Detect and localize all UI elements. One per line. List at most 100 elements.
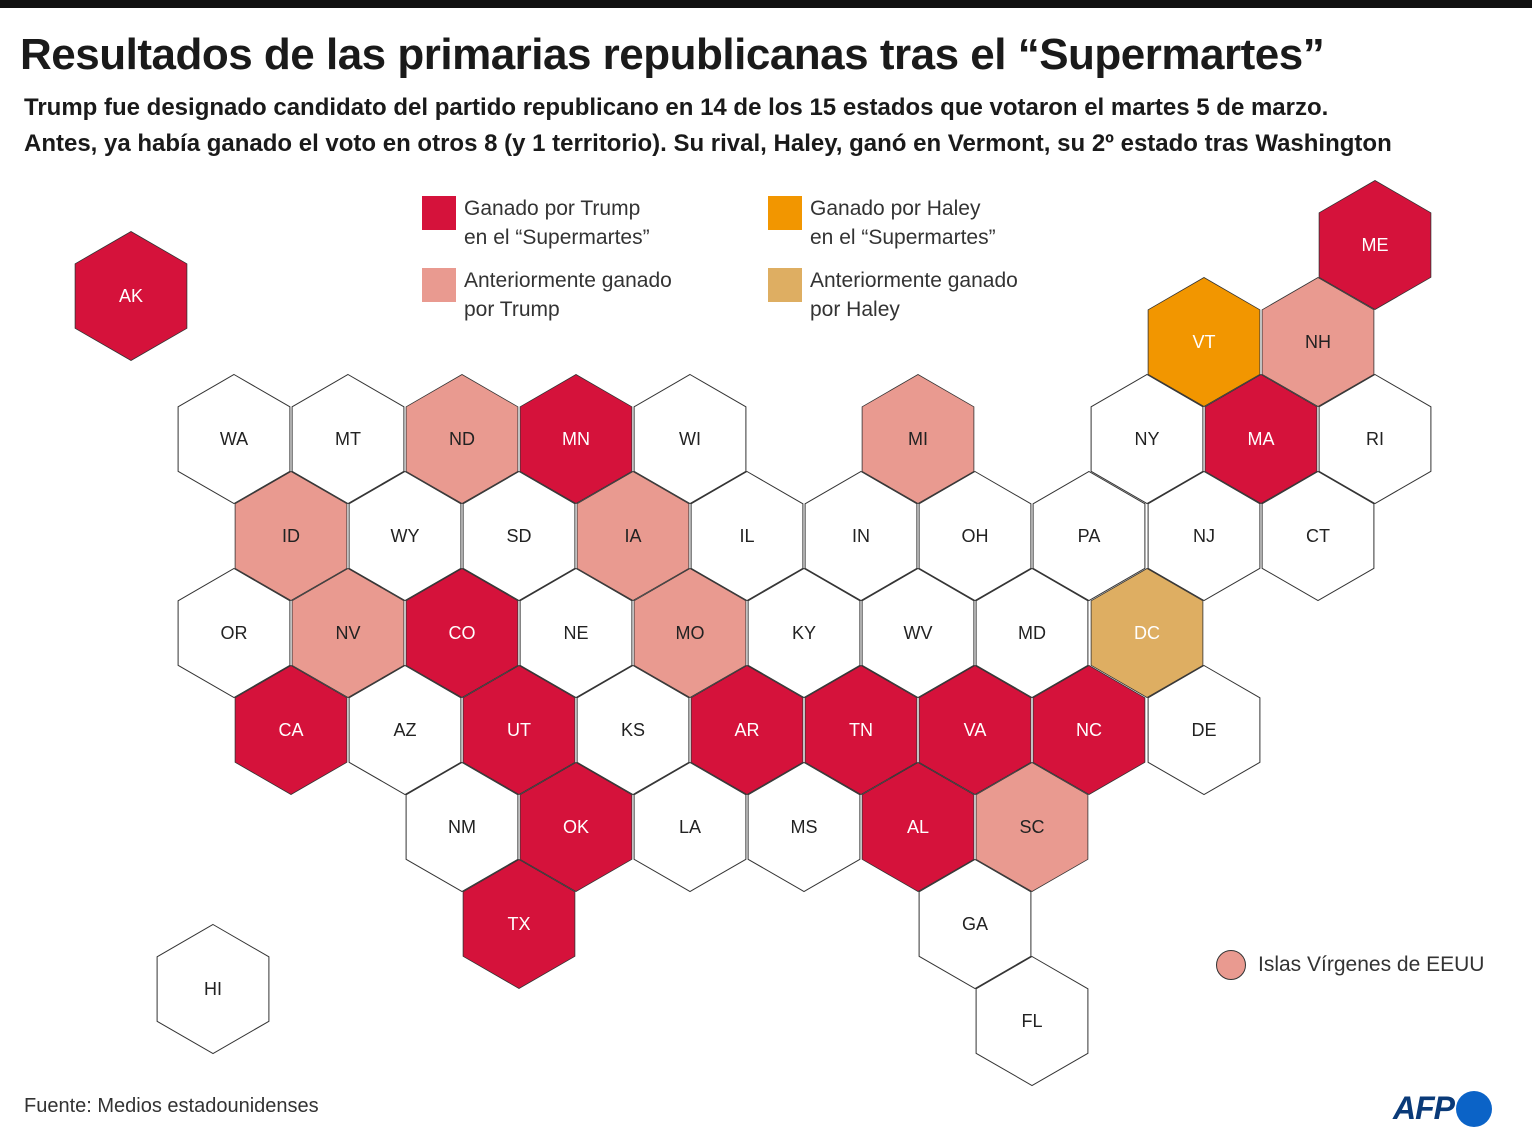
hex-nj — [1147, 470, 1261, 602]
hex-label-dc: DC — [1134, 623, 1160, 643]
legend-swatch — [768, 196, 802, 230]
hex-label-ok: OK — [563, 817, 589, 837]
hex-oh — [918, 470, 1032, 602]
hex-ms — [747, 761, 861, 893]
hex-label-va: VA — [964, 720, 987, 740]
hex-label-nm: NM — [448, 817, 476, 837]
hex-ga — [918, 858, 1032, 990]
subtitle-line-2: Antes, ya había ganado el voto en otros … — [24, 130, 1392, 157]
hex-sd — [462, 470, 576, 602]
hex-va — [918, 665, 1032, 795]
hex-al — [861, 762, 975, 892]
hex-label-nd: ND — [449, 429, 475, 449]
hex-fl — [975, 955, 1089, 1087]
hex-ky — [747, 567, 861, 699]
hex-label-mn: MN — [562, 429, 590, 449]
hex-label-co: CO — [449, 623, 476, 643]
hex-ne — [519, 567, 633, 699]
hex-mt — [291, 373, 405, 505]
hex-label-ks: KS — [621, 720, 645, 740]
hex-wa — [177, 373, 291, 505]
hex-label-nc: NC — [1076, 720, 1102, 740]
hex-label-id: ID — [282, 526, 300, 546]
hex-label-az: AZ — [393, 720, 416, 740]
legend-trump-previous: Anteriormente ganado por Trump — [422, 266, 672, 324]
hex-label-vt: VT — [1192, 332, 1215, 352]
hex-label-or: OR — [221, 623, 248, 643]
hex-nd — [405, 374, 519, 504]
hex-ak — [74, 231, 188, 361]
hex-me — [1318, 180, 1432, 310]
hex-label-ut: UT — [507, 720, 531, 740]
hex-label-nj: NJ — [1193, 526, 1215, 546]
subtitle-line-1: Trump fue designado candidato del partid… — [24, 94, 1329, 121]
legend-haley-previous: Anteriormente ganado por Haley — [768, 266, 1018, 324]
logo-dot — [1456, 1090, 1492, 1127]
territory-virgin-islands: Islas Vírgenes de EEUU — [1216, 950, 1484, 980]
hex-label-ia: IA — [624, 526, 641, 546]
hex-or — [177, 567, 291, 699]
source-note: Fuente: Medios estadounidenses — [24, 1095, 319, 1117]
hex-label-tx: TX — [507, 914, 530, 934]
hex-nh — [1261, 277, 1375, 407]
hex-ar — [690, 665, 804, 795]
hex-label-md: MD — [1018, 623, 1046, 643]
hex-label-mi: MI — [908, 429, 928, 449]
hex-pa — [1032, 470, 1146, 602]
hex-label-ct: CT — [1306, 526, 1330, 546]
hex-label-wv: WV — [904, 623, 933, 643]
hex-de — [1147, 664, 1261, 796]
legend-label: Ganado por Haley — [810, 197, 981, 220]
legend-label: Anteriormente ganado — [464, 269, 672, 292]
hex-ks — [576, 664, 690, 796]
hex-wy — [348, 470, 462, 602]
hex-label-ar: AR — [734, 720, 759, 740]
hex-ma — [1204, 374, 1318, 504]
hex-label-mo: MO — [676, 623, 705, 643]
hex-label-ky: KY — [792, 623, 816, 643]
hex-label-wi: WI — [679, 429, 701, 449]
hex-nc — [1032, 665, 1146, 795]
hex-label-sd: SD — [506, 526, 531, 546]
hex-label-ne: NE — [563, 623, 588, 643]
hex-label-de: DE — [1191, 720, 1216, 740]
hex-id — [234, 471, 348, 601]
page-title: Resultados de las primarias republicanas… — [20, 30, 1325, 79]
hex-mn — [519, 374, 633, 504]
hex-ri — [1318, 373, 1432, 505]
hex-label-fl: FL — [1021, 1011, 1042, 1031]
hex-label-tn: TN — [849, 720, 873, 740]
hex-dc — [1090, 568, 1204, 698]
hex-label-al: AL — [907, 817, 929, 837]
hex-ny — [1090, 373, 1204, 505]
legend-label: por Trump — [464, 298, 560, 321]
legend-label: por Haley — [810, 298, 900, 321]
hex-wv — [861, 567, 975, 699]
hex-label-sc: SC — [1019, 817, 1044, 837]
legend-label: Ganado por Trump — [464, 197, 641, 220]
legend-swatch — [768, 268, 802, 302]
afp-logo: AFP — [1393, 1090, 1492, 1127]
hex-label-hi: HI — [204, 979, 222, 999]
hex-tx — [462, 859, 576, 989]
hex-md — [975, 567, 1089, 699]
hex-label-ca: CA — [278, 720, 303, 740]
legend-swatch — [422, 268, 456, 302]
hex-label-ri: RI — [1366, 429, 1384, 449]
hex-label-ak: AK — [119, 286, 143, 306]
hex-nm — [405, 761, 519, 893]
hex-label-ga: GA — [962, 914, 988, 934]
hex-label-nv: NV — [335, 623, 360, 643]
hex-ok — [519, 762, 633, 892]
hex-ut — [462, 665, 576, 795]
hex-label-in: IN — [852, 526, 870, 546]
legend-label: en el “Supermartes” — [810, 226, 996, 249]
hex-co — [405, 568, 519, 698]
hex-label-il: IL — [739, 526, 754, 546]
hex-label-nh: NH — [1305, 332, 1331, 352]
legend-label: Anteriormente ganado — [810, 269, 1018, 292]
legend-swatch — [422, 196, 456, 230]
hex-nv — [291, 568, 405, 698]
top-rule — [0, 0, 1532, 8]
